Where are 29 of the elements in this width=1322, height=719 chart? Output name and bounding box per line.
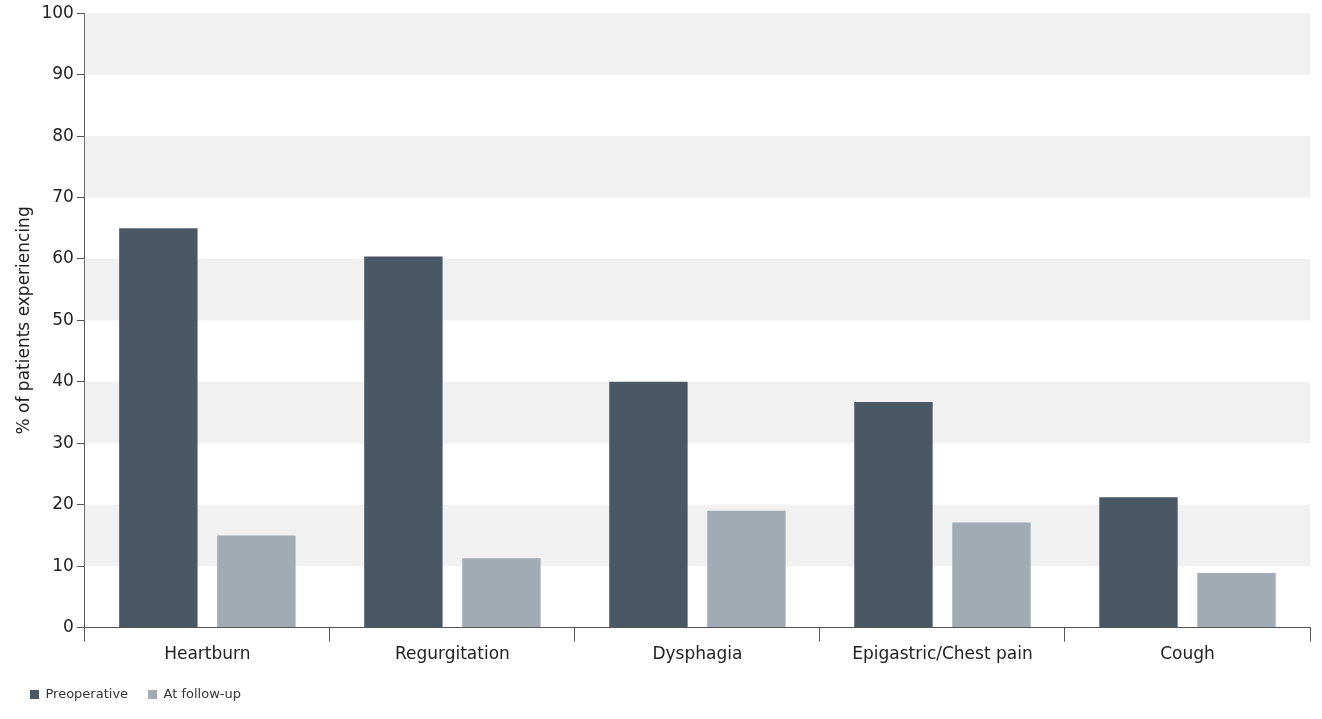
x-tick-label: Heartburn — [164, 643, 251, 664]
y-tick-label: 70 — [52, 185, 74, 206]
x-tick-label: Cough — [1160, 643, 1215, 664]
bar — [119, 228, 198, 628]
legend-label: Preoperative — [45, 685, 129, 701]
y-tick-label: 30 — [52, 431, 74, 452]
bar — [1197, 572, 1276, 628]
y-tick-label: 80 — [52, 124, 74, 145]
y-tick-label: 0 — [63, 616, 74, 637]
x-tick-label: Dysphagia — [652, 643, 743, 664]
bar — [217, 535, 296, 628]
bar — [462, 558, 541, 628]
y-tick-label: 20 — [52, 493, 74, 514]
y-axis-title: % of patients experiencing — [12, 206, 33, 435]
bar — [1099, 497, 1178, 628]
y-tick-label: 10 — [52, 554, 74, 575]
bar — [609, 381, 688, 628]
legend-label: At follow-up — [163, 685, 241, 701]
y-tick-label: 50 — [52, 308, 74, 329]
y-tick-label: 40 — [52, 370, 74, 391]
bar — [364, 256, 443, 628]
bar — [707, 510, 786, 628]
bar — [854, 402, 933, 628]
x-tick-label: Epigastric/Chest pain — [852, 643, 1033, 664]
x-tick-label: Regurgitation — [394, 643, 510, 664]
bar — [952, 522, 1031, 628]
y-tick-label: 60 — [52, 247, 74, 268]
y-tick-label: 90 — [52, 63, 74, 84]
y-tick-label: 100 — [41, 1, 74, 22]
